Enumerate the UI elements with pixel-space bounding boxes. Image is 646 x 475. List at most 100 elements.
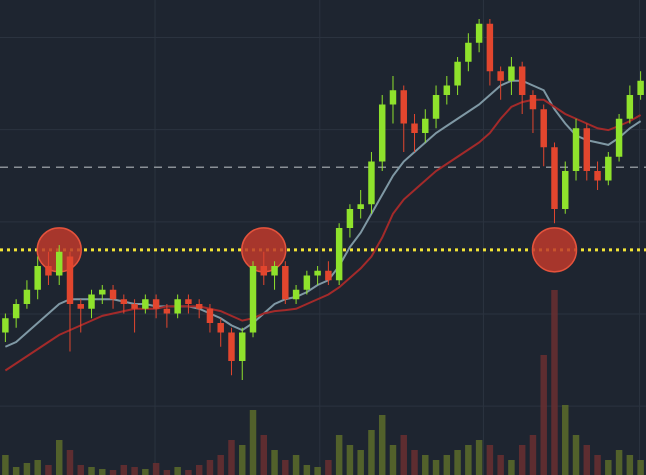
candle-body: [260, 266, 268, 276]
volume-bar: [411, 450, 418, 475]
volume-bar: [605, 460, 612, 475]
candle-body: [152, 299, 160, 309]
volume-bar: [443, 455, 451, 475]
candle-body: [217, 323, 224, 333]
candle-body: [195, 304, 203, 309]
candle-body: [432, 95, 440, 119]
volume-bar: [217, 455, 224, 475]
volume-bar: [454, 450, 461, 475]
volume-bar: [239, 445, 246, 475]
candle-body: [637, 80, 644, 95]
volume-bar: [400, 435, 407, 475]
candle-body: [465, 42, 472, 62]
candle-body: [99, 289, 106, 295]
volume-bar: [45, 465, 52, 475]
candle-body: [626, 95, 634, 119]
candle-body: [475, 23, 483, 43]
volume-bar: [626, 455, 634, 475]
volume-bar: [99, 469, 106, 475]
candle-body: [239, 332, 246, 361]
candle-body: [120, 299, 128, 304]
candle-body: [45, 266, 52, 276]
volume-bar: [486, 445, 494, 475]
volume-bar: [163, 470, 171, 475]
candle-body: [325, 270, 332, 281]
volume-bar: [518, 445, 526, 475]
candle-body: [271, 266, 278, 276]
candle-body: [109, 289, 117, 300]
volume-bar: [77, 465, 84, 475]
candle-body: [142, 299, 149, 309]
volume-bar: [325, 460, 332, 475]
volume-bar: [432, 460, 440, 475]
candle-body: [206, 308, 214, 323]
candle-body: [357, 204, 364, 209]
volume-bar: [594, 455, 601, 475]
volume-bar: [572, 435, 580, 475]
candle-body: [335, 228, 343, 281]
candle-body: [389, 90, 397, 105]
candle-body: [454, 61, 461, 86]
candle-body: [518, 66, 526, 95]
highlight-circle: [531, 227, 578, 273]
candle-body: [314, 270, 321, 276]
volume-bar: [422, 455, 429, 475]
candle-body: [422, 118, 429, 133]
volume-bar: [260, 435, 268, 475]
volume-bar: [497, 455, 504, 475]
volume-bar: [465, 445, 472, 475]
volume-bar: [508, 460, 515, 475]
volume-bar: [109, 470, 117, 475]
candle-body: [55, 251, 63, 276]
candle-body: [2, 318, 9, 333]
candle-body: [443, 85, 451, 95]
candle-body: [34, 266, 41, 290]
candle-body: [292, 289, 300, 300]
candle-body: [551, 147, 558, 209]
volume-bar: [23, 463, 31, 475]
candle-body: [346, 209, 354, 228]
candle-body: [174, 299, 181, 314]
candle-body: [497, 71, 504, 81]
candle-body: [583, 128, 591, 171]
candle-body: [508, 66, 515, 81]
volume-bar: [174, 467, 181, 475]
volume-bar: [195, 465, 203, 475]
volume-bar: [34, 460, 41, 475]
volume-bar: [346, 445, 354, 475]
volume-bar: [55, 440, 63, 475]
candle-body: [163, 308, 171, 314]
candle-body: [66, 256, 74, 304]
volume-bar: [637, 460, 644, 475]
volume-bar: [475, 440, 483, 475]
volume-bar: [389, 445, 397, 475]
volume-bar: [292, 455, 300, 475]
volume-bar: [271, 450, 278, 475]
volume-bar: [335, 435, 343, 475]
volume-bar: [282, 460, 289, 475]
candle-body: [249, 266, 257, 333]
candle-body: [529, 95, 537, 110]
volume-bar: [142, 469, 149, 475]
candle-body: [368, 161, 375, 205]
volume-bar: [228, 440, 235, 475]
volume-bar: [66, 450, 74, 475]
volume-bar: [540, 355, 547, 475]
volume-bar: [2, 455, 9, 475]
volume-bar: [368, 430, 375, 475]
candle-body: [77, 304, 84, 309]
volume-bar: [615, 450, 623, 475]
volume-bar: [562, 405, 569, 475]
volume-bar: [357, 450, 364, 475]
candle-body: [400, 90, 407, 124]
volume-bar: [131, 467, 138, 475]
candle-body: [185, 299, 192, 304]
candle-body: [131, 304, 138, 309]
volume-bar: [88, 467, 95, 475]
candle-body: [23, 289, 31, 304]
candle-body: [378, 104, 386, 162]
volume-bar: [249, 410, 257, 475]
volume-bar: [152, 463, 160, 475]
candle-body: [228, 332, 235, 361]
